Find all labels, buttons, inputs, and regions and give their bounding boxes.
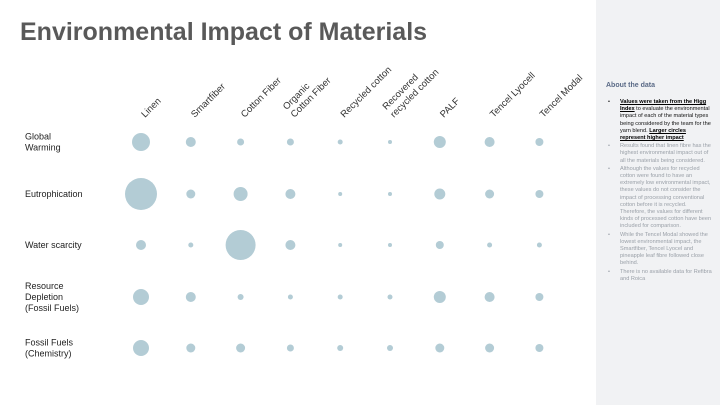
- bubble: [285, 240, 296, 250]
- bubble: [484, 137, 495, 147]
- column-label: Tencel Modal: [538, 73, 585, 120]
- about-bullet-5: There is no available data for Refibra a…: [606, 269, 712, 283]
- bubble: [388, 243, 392, 247]
- bubble: [337, 345, 344, 351]
- bubble: [133, 289, 149, 305]
- column-label: Linen: [139, 96, 163, 120]
- column-label: Smartfiber: [189, 81, 228, 120]
- bubble: [237, 294, 244, 300]
- bubble: [337, 139, 343, 145]
- bubble: [535, 344, 544, 352]
- bubble: [225, 230, 256, 260]
- bubble: [487, 242, 493, 248]
- about-bullet-3: Although the values for recycled cotton …: [606, 166, 712, 231]
- bubble: [433, 291, 446, 303]
- row-label: Water scarcity: [25, 240, 82, 250]
- bubble: [433, 136, 446, 148]
- bubble: [388, 140, 392, 144]
- bubble: [535, 138, 544, 146]
- about-bullet-1-bold-a: Values were taken from the Higg Index: [620, 99, 707, 113]
- bubble: [287, 294, 293, 300]
- about-bullet-4: While the Tencel Modal showed the lowest…: [606, 232, 712, 268]
- bubble: [387, 345, 393, 351]
- bubble: [286, 344, 294, 352]
- bubble: [435, 241, 444, 249]
- bubble: [185, 137, 196, 147]
- bubble: [338, 243, 343, 247]
- bubble-chart: Linen Smartfiber Cotton FiberOrganicCotton…: [25, 65, 585, 359]
- bubble: [236, 343, 246, 353]
- row-label: Global Warming: [25, 132, 61, 153]
- about-bullet-1-bold-b: Larger circles represent higher impact: [620, 127, 686, 142]
- bubble: [435, 343, 445, 353]
- row-label: Fossil Fuels (Chemistry): [25, 338, 74, 359]
- bubble: [136, 240, 146, 250]
- bubble: [132, 133, 150, 151]
- bubble: [186, 343, 196, 353]
- bubble: [338, 192, 343, 196]
- bubble: [233, 187, 248, 201]
- row-label: Eutrophication: [25, 189, 83, 199]
- about-data-panel: About the data Values were taken from th…: [596, 0, 720, 405]
- bubble: [185, 292, 196, 302]
- column-label: Tencel Lyocell: [488, 70, 538, 120]
- row-label: Resource Depletion (Fossil Fuels): [25, 281, 79, 313]
- about-data-title: About the data: [606, 82, 655, 89]
- bubble: [285, 189, 296, 199]
- column-label: PALF: [438, 96, 462, 120]
- bubble: [125, 178, 157, 210]
- column-label: Recycled cotton: [339, 65, 395, 121]
- about-bullet-1-text: to evaluate the environmental impact of …: [620, 106, 711, 134]
- bubble: [484, 292, 495, 302]
- column-label: Cotton Fiber: [239, 75, 284, 120]
- bubble: [535, 190, 544, 198]
- bubble: [388, 192, 392, 196]
- bubble: [485, 189, 495, 199]
- column-label: OrganicCotton Fiber: [281, 68, 334, 121]
- bubble: [188, 242, 194, 248]
- bubble: [237, 138, 245, 146]
- about-bullet-2: Results found that linen fibre has the h…: [606, 143, 712, 165]
- bubble: [536, 242, 542, 248]
- bubble: [485, 343, 495, 353]
- page-title: Environmental Impact of Materials: [20, 18, 428, 46]
- bubble: [286, 138, 294, 146]
- bubble: [535, 293, 544, 301]
- about-data-list: Values were taken from the Higg Index to…: [606, 99, 712, 283]
- bubble: [186, 189, 196, 199]
- bubble: [387, 294, 393, 300]
- bubble: [337, 294, 343, 300]
- bubble: [133, 340, 149, 356]
- about-bullet-1: Values were taken from the Higg Index to…: [606, 99, 712, 142]
- bubble: [434, 188, 446, 200]
